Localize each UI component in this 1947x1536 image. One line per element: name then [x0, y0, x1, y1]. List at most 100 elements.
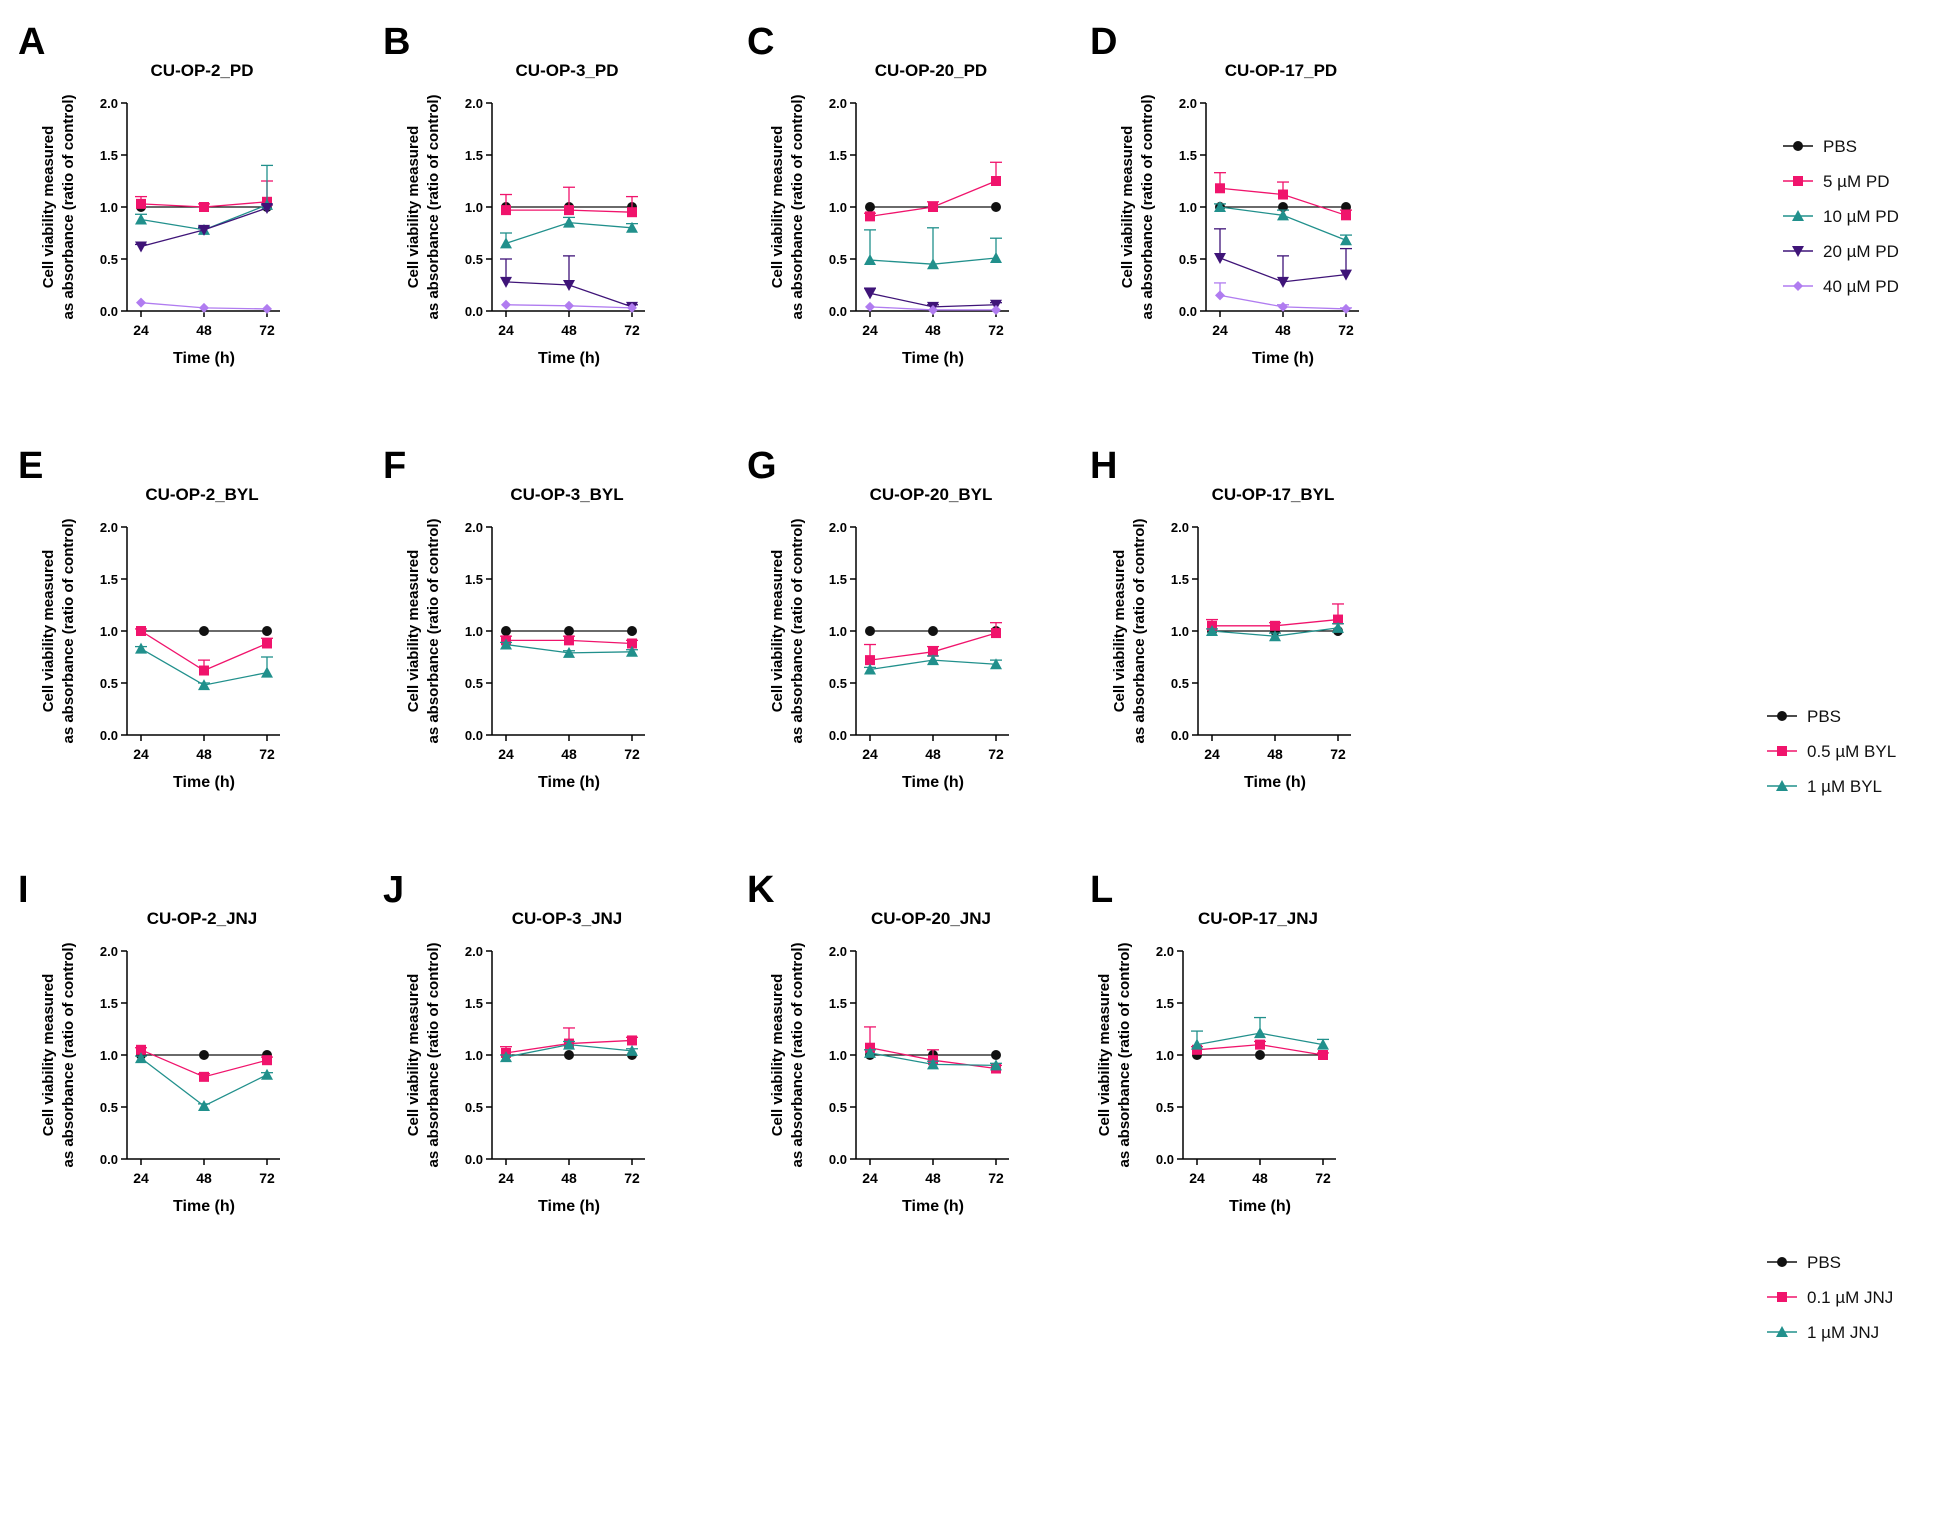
legend-marker [1777, 711, 1787, 721]
data-point [501, 205, 511, 216]
series-2 [864, 1046, 1002, 1071]
series-0 [501, 626, 637, 636]
legend-marker [1777, 1257, 1787, 1267]
x-axis-label: Time (h) [173, 1198, 235, 1215]
data-point [564, 300, 574, 311]
data-point [990, 251, 1002, 263]
y-axis-label: Cell viability measured as absorbance (ra… [1111, 518, 1148, 743]
y-tick-label: 0.0 [829, 728, 847, 743]
panel-title: CU-OP-2_PD [151, 61, 254, 80]
y-axis-label-line2: as absorbance (ratio of control) [1139, 94, 1156, 319]
legend-label: 40 µM PD [1823, 277, 1899, 296]
data-point [991, 176, 1001, 186]
y-tick-label: 0.5 [465, 252, 483, 267]
y-tick-label: 0.5 [1156, 1100, 1174, 1115]
y-tick-label: 2.0 [1179, 96, 1197, 111]
x-tick-label: 48 [925, 1170, 941, 1186]
y-tick-label: 0.0 [100, 304, 118, 319]
panel-title: CU-OP-20_JNJ [871, 909, 991, 928]
panel-letter: K [747, 869, 775, 911]
x-tick-label: 48 [925, 322, 941, 338]
data-point [627, 626, 637, 636]
data-point [564, 635, 574, 646]
data-point [262, 1055, 272, 1066]
y-tick-label: 2.0 [100, 944, 118, 959]
y-axis-label-line1: Cell viability measured [769, 550, 786, 713]
y-tick-label: 1.0 [100, 1048, 118, 1063]
panel-letter: I [18, 869, 29, 911]
x-tick-label: 72 [988, 1170, 1004, 1186]
data-point [199, 1071, 209, 1082]
legend-label: 1 µM BYL [1807, 777, 1882, 796]
x-tick-label: 48 [925, 746, 941, 762]
series-1 [1191, 1039, 1329, 1060]
x-tick-label: 48 [1252, 1170, 1268, 1186]
data-point [1192, 1044, 1202, 1055]
data-point [563, 216, 575, 228]
data-point [198, 224, 210, 236]
data-point [626, 645, 638, 657]
data-point [990, 658, 1002, 670]
data-point [991, 628, 1001, 639]
data-point [864, 288, 876, 300]
series-3 [864, 287, 1002, 313]
data-point [1215, 183, 1225, 194]
y-tick-label: 1.0 [465, 1048, 483, 1063]
x-tick-label: 24 [133, 746, 149, 762]
x-axis-label: Time (h) [902, 1198, 964, 1215]
panel-letter: C [747, 21, 774, 63]
series-0 [501, 1050, 637, 1060]
panel-E: E CU-OP-2_BYL Cell viability measured as ab… [18, 445, 280, 791]
y-tick-label: 0.0 [829, 1152, 847, 1167]
legend-label: 1 µM JNJ [1807, 1323, 1879, 1342]
series-3 [1214, 228, 1352, 288]
data-point [1333, 614, 1343, 625]
data-point [1332, 621, 1344, 633]
data-point [864, 1046, 876, 1058]
data-point [136, 198, 146, 209]
data-point [564, 205, 574, 216]
y-axis-label-line2: as absorbance (ratio of control) [60, 518, 77, 743]
x-axis-label: Time (h) [538, 1198, 600, 1215]
data-point [864, 663, 876, 675]
panel-F: F CU-OP-3_BYL Cell viability measured as ab… [383, 445, 645, 791]
y-axis-label: Cell viability measured as absorbance (ra… [1096, 942, 1133, 1167]
data-point [199, 665, 209, 676]
data-point [1214, 252, 1226, 264]
y-axis-label-line1: Cell viability measured [405, 974, 422, 1137]
y-tick-label: 2.0 [1156, 944, 1174, 959]
legend-label: PBS [1807, 1253, 1841, 1272]
y-tick-label: 1.0 [1171, 624, 1189, 639]
data-point [1278, 189, 1288, 200]
series-0 [136, 1050, 272, 1060]
legend-label: 0.5 µM BYL [1807, 742, 1896, 761]
data-point [990, 1059, 1002, 1071]
y-tick-label: 1.0 [1179, 200, 1197, 215]
data-point [991, 202, 1001, 212]
y-axis-label-line2: as absorbance (ratio of control) [789, 518, 806, 743]
x-tick-label: 48 [561, 322, 577, 338]
legend-marker [1792, 246, 1804, 257]
x-axis-label: Time (h) [902, 774, 964, 791]
x-tick-label: 48 [1275, 322, 1291, 338]
data-point [864, 254, 876, 266]
legend-marker [1793, 176, 1803, 186]
data-point [563, 1038, 575, 1050]
data-point [199, 626, 209, 636]
y-axis-label-line1: Cell viability measured [1096, 974, 1113, 1137]
data-point [865, 301, 875, 312]
data-point [927, 1058, 939, 1070]
data-point [928, 304, 938, 315]
data-point [1254, 1027, 1266, 1039]
series-1 [1214, 172, 1352, 221]
data-point [928, 202, 938, 212]
y-tick-label: 1.5 [465, 996, 483, 1011]
panel-title: CU-OP-3_PD [516, 61, 619, 80]
data-point [1341, 303, 1351, 314]
data-point [1277, 276, 1289, 288]
data-point [135, 213, 147, 225]
data-point [1255, 1050, 1265, 1060]
legend-marker [1776, 1326, 1788, 1337]
y-tick-label: 0.0 [465, 728, 483, 743]
panel-title: CU-OP-3_JNJ [512, 909, 623, 928]
